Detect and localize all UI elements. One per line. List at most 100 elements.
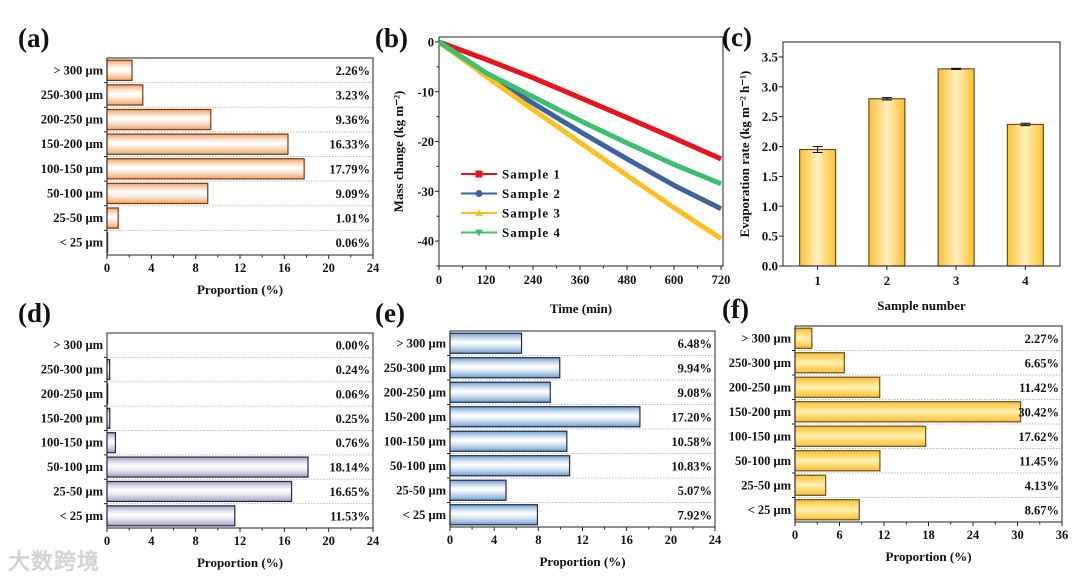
y-tick-label: -10: [417, 85, 434, 99]
panel-e: (e) > 300 μm 6.48% 250-300 μm 9.94% 200-250 μ…: [375, 298, 722, 569]
series-line-3: [437, 39, 723, 241]
y-tick-label: -30: [417, 185, 434, 199]
x-tick-label: 0: [104, 261, 110, 275]
x-axis-label: Proportion (%): [539, 554, 625, 569]
x-tick-label: 24: [967, 528, 980, 542]
bar: [106, 182, 209, 205]
x-tick-label: 8: [193, 534, 199, 548]
bar: [106, 59, 133, 82]
x-tick-label: 16: [278, 261, 291, 275]
value-label: 16.65%: [329, 485, 370, 499]
x-tick-label: 18: [922, 528, 935, 542]
legend-marker-circle: [475, 190, 483, 197]
x-tick-label: 720: [712, 273, 731, 287]
legend-marker-square: [475, 170, 483, 178]
bar: [794, 450, 881, 472]
value-label: 6.48%: [678, 337, 712, 351]
value-label: 17.79%: [329, 162, 370, 176]
bar: [449, 381, 551, 403]
value-label: 9.36%: [336, 113, 370, 127]
value-label: 18.14%: [329, 461, 370, 475]
value-label: 6.65%: [1025, 356, 1059, 370]
category-label: 100-150 μm: [41, 162, 104, 176]
category-label: 50-100 μm: [47, 186, 104, 200]
value-label: 17.62%: [1018, 430, 1059, 444]
bar: [106, 432, 117, 454]
x-tick-label: 240: [524, 273, 543, 287]
bar: [449, 455, 571, 477]
category-label: 50-100 μm: [735, 454, 792, 468]
bar: [449, 332, 523, 354]
x-tick-label: 12: [234, 261, 247, 275]
x-tick-label: 480: [618, 273, 637, 287]
x-tick-label: 0: [104, 534, 110, 548]
value-label: 2.27%: [1025, 332, 1059, 346]
category-label: 250-300 μm: [41, 88, 104, 102]
category-label: < 25 μm: [60, 509, 104, 523]
panel-c: (c) 1 2 3 4 0.0 0.5 1.0 1.5 2.0 2.5 3.0 3.5 Sample nu…: [722, 22, 1061, 313]
value-label: 5.07%: [678, 484, 712, 498]
category-label: < 25 μm: [403, 508, 447, 522]
value-label: 1.01%: [336, 212, 370, 226]
y-tick-label: 2.0: [762, 139, 778, 154]
legend-marker-triangle-up: [475, 209, 483, 216]
x-tick-label: 4: [148, 534, 155, 548]
category-label: 200-250 μm: [384, 385, 447, 399]
value-label: 17.20%: [671, 410, 712, 424]
y-tick-label: 3.5: [762, 49, 779, 64]
value-label: 0.25%: [336, 412, 370, 426]
value-label: 7.92%: [678, 508, 712, 522]
y-tick-label: 2.5: [762, 109, 779, 124]
value-label: 2.26%: [336, 64, 370, 78]
y-tick-label: 0.0: [762, 259, 778, 274]
category-label: 150-200 μm: [729, 405, 792, 419]
category-label: > 300 μm: [53, 63, 103, 77]
x-tick-label: 20: [665, 533, 678, 547]
panel-label: (d): [18, 298, 51, 328]
x-tick-label: 6: [836, 528, 842, 542]
panel-label: (a): [18, 23, 49, 53]
category-label: 150-200 μm: [41, 137, 104, 151]
category-label: > 300 μm: [741, 331, 791, 345]
x-tick-label: 4: [491, 533, 498, 547]
bar: [794, 499, 860, 521]
x-tick-label: 120: [477, 273, 496, 287]
bar: [106, 456, 309, 478]
x-axis-label: Proportion (%): [885, 549, 971, 564]
bar: [106, 108, 212, 131]
bar: [794, 425, 927, 447]
category-label: < 25 μm: [748, 503, 792, 517]
category-label: 100-150 μm: [384, 434, 447, 448]
panel-b: (b) 0 120 240 360 480 600 720 0 -10 -20 -30 -40 Sampl…: [375, 23, 730, 316]
value-label: 11.45%: [1019, 454, 1059, 468]
value-label: 0.76%: [336, 436, 370, 450]
category-label: 25-50 μm: [53, 484, 103, 498]
category-label: 250-300 μm: [41, 363, 104, 377]
value-label: 0.06%: [336, 387, 370, 401]
value-label: 0.00%: [336, 339, 370, 353]
x-tick-label: 0: [792, 528, 798, 542]
category-label: 25-50 μm: [396, 483, 446, 497]
x-tick-label: 20: [322, 534, 335, 548]
bar: [449, 504, 539, 526]
x-tick-label: 360: [571, 273, 590, 287]
plot-frame: [782, 41, 1061, 267]
bar: [794, 352, 845, 374]
x-tick-label: 24: [367, 261, 380, 275]
bar: [1006, 123, 1044, 267]
value-label: 11.42%: [1019, 381, 1059, 395]
x-tick-label: 3: [953, 273, 960, 288]
category-label: 50-100 μm: [390, 459, 447, 473]
x-tick-label: 12: [234, 534, 247, 548]
x-tick-label: 12: [878, 528, 891, 542]
category-label: > 300 μm: [396, 336, 446, 350]
y-tick-label: 1.5: [762, 169, 779, 184]
bar: [449, 479, 507, 501]
category-label: > 300 μm: [53, 338, 103, 352]
value-label: 10.58%: [671, 435, 712, 449]
x-tick-label: 0: [436, 273, 442, 287]
series-line-1: [438, 39, 723, 162]
category-label: 25-50 μm: [741, 478, 791, 492]
watermark: 大数跨境: [8, 550, 101, 575]
